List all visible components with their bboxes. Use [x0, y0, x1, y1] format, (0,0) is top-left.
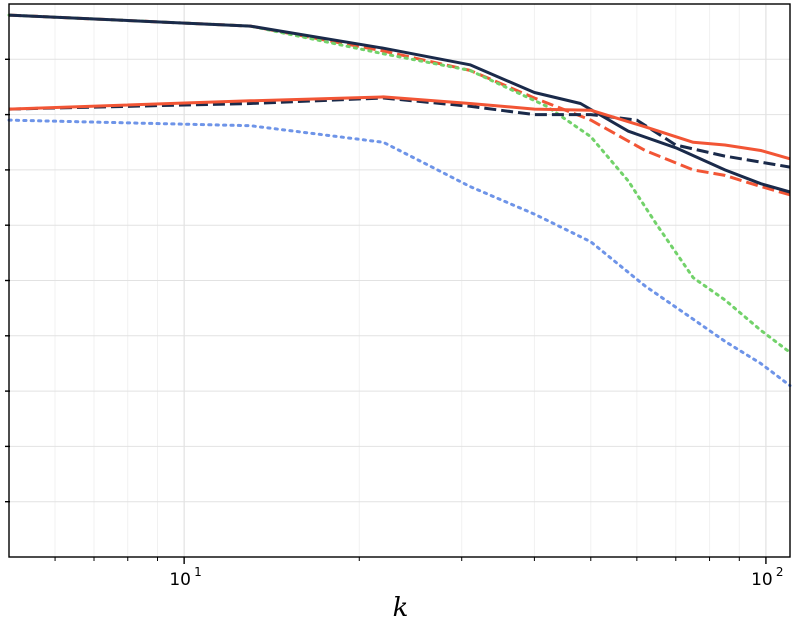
series-line-4: [8, 13, 791, 194]
x-tick-label: 10: [751, 570, 773, 590]
x-axis-label: k: [393, 593, 409, 623]
series-lines: [7, 13, 792, 388]
series-line-3: [7, 13, 792, 354]
grid-lines: [9, 4, 790, 557]
x-axis-ticks: 10 1 10 2: [54, 557, 784, 590]
series-line-6: [8, 95, 791, 161]
series-line-7: [7, 118, 792, 388]
x-tick-label: 10: [169, 570, 191, 590]
x-tick-label-exponent: 1: [194, 565, 202, 579]
series-line-5: [8, 96, 791, 169]
y-axis-ticks: [5, 58, 10, 503]
series-line-2: [8, 13, 791, 197]
x-tick-label-exponent: 2: [776, 565, 784, 579]
